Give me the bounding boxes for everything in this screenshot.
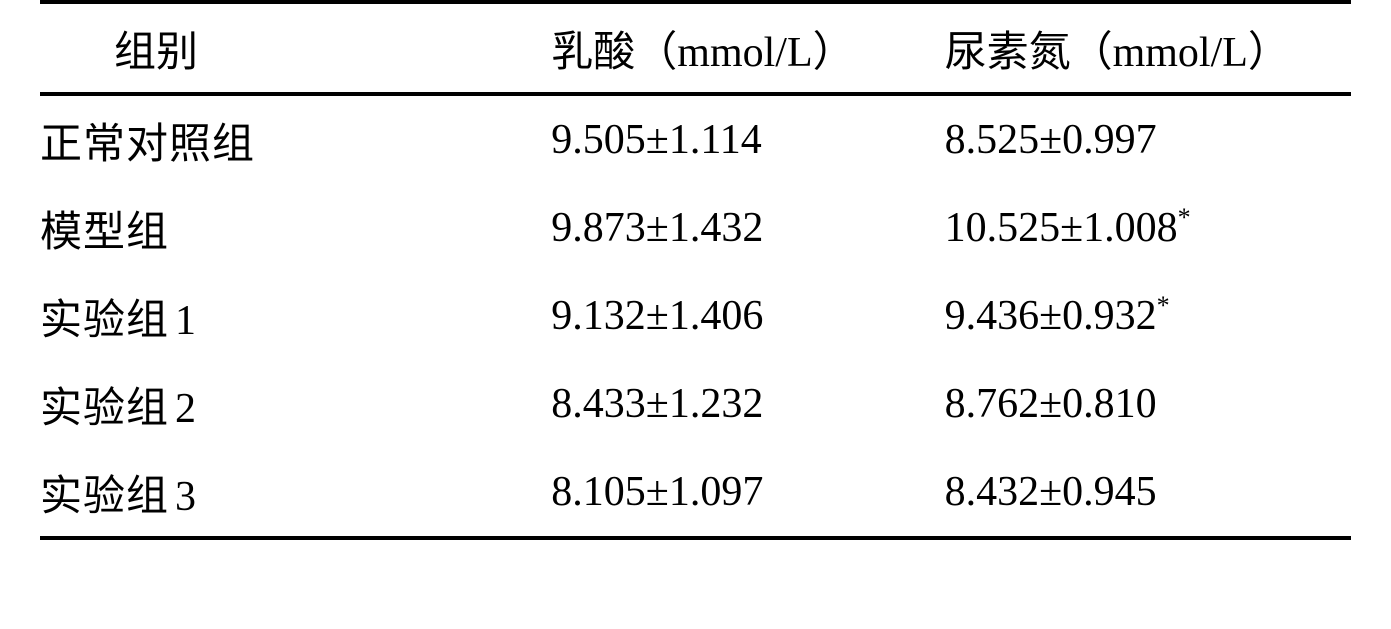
cell-lactic-acid: 9.505±1.114 [551, 94, 944, 184]
col-header-bun-unit: （mmol/L） [1071, 30, 1290, 76]
value-text: 8.105±1.097 [551, 469, 763, 515]
lactic-acid-value: 9.132±1.406 [551, 293, 763, 339]
lactic-acid-value: 8.433±1.232 [551, 381, 763, 427]
lactic-acid-value: 9.873±1.432 [551, 205, 763, 251]
cell-bun: 8.432±0.945 [945, 448, 1351, 538]
value-text: 9.873±1.432 [551, 205, 763, 251]
value-text: 8.762±0.810 [945, 381, 1157, 427]
cell-group: 模型组 [40, 184, 551, 272]
cell-lactic-acid: 8.433±1.232 [551, 360, 944, 448]
value-sup: * [1178, 203, 1191, 232]
table-row: 正常对照组 9.505±1.114 8.525±0.997 [40, 94, 1351, 184]
group-label-num: 1 [169, 298, 197, 344]
cell-bun: 9.436±0.932* [945, 272, 1351, 360]
table-body: 正常对照组 9.505±1.114 8.525±0.997 [40, 94, 1351, 538]
group-label: 实验组3 [40, 474, 197, 520]
table-row: 实验组3 8.105±1.097 8.432±0.945 [40, 448, 1351, 538]
group-label-num [255, 122, 261, 168]
group-label-text: 实验组 [40, 474, 169, 520]
value-text: 9.132±1.406 [551, 293, 763, 339]
cell-bun: 8.525±0.997 [945, 94, 1351, 184]
col-header-bun-label: 尿素氮 [945, 30, 1071, 76]
value-text: 8.525±0.997 [945, 117, 1157, 163]
table-header-row: 组别 乳酸（mmol/L） 尿素氮（mmol/L） [40, 2, 1351, 94]
bun-value: 10.525±1.008* [945, 205, 1191, 251]
table-header: 组别 乳酸（mmol/L） 尿素氮（mmol/L） [40, 2, 1351, 94]
col-header-group-label: 组别 [114, 30, 198, 76]
cell-lactic-acid: 8.105±1.097 [551, 448, 944, 538]
group-label-text: 模型组 [40, 210, 169, 256]
lactic-acid-value: 8.105±1.097 [551, 469, 763, 515]
value-text: 9.505±1.114 [551, 117, 762, 163]
group-label-num [169, 210, 175, 256]
group-label-num: 3 [169, 474, 197, 520]
bun-value: 8.525±0.997 [945, 117, 1157, 163]
table-row: 实验组1 9.132±1.406 9.436±0.932* [40, 272, 1351, 360]
col-header-lactic-acid-label: 乳酸 [551, 30, 635, 76]
bun-value: 8.432±0.945 [945, 469, 1157, 515]
bun-value: 8.762±0.810 [945, 381, 1157, 427]
col-header-lactic-acid: 乳酸（mmol/L） [551, 2, 944, 94]
data-table-container: 组别 乳酸（mmol/L） 尿素氮（mmol/L） 正常对照组 [0, 0, 1391, 540]
col-header-group: 组别 [40, 2, 551, 94]
lactic-acid-value: 9.505±1.114 [551, 117, 762, 163]
value-text: 8.433±1.232 [551, 381, 763, 427]
group-label-text: 实验组 [40, 298, 169, 344]
group-label: 模型组 [40, 210, 175, 256]
group-label-num: 2 [169, 386, 197, 432]
group-label: 实验组2 [40, 386, 197, 432]
value-text: 9.436±0.932 [945, 293, 1157, 339]
group-label-text: 实验组 [40, 386, 169, 432]
group-label-text: 正常对照组 [40, 122, 255, 168]
table-row: 模型组 9.873±1.432 10.525±1.008* [40, 184, 1351, 272]
cell-bun: 10.525±1.008* [945, 184, 1351, 272]
value-text: 10.525±1.008 [945, 205, 1178, 251]
bun-value: 9.436±0.932* [945, 293, 1170, 339]
cell-lactic-acid: 9.873±1.432 [551, 184, 944, 272]
value-sup: * [1157, 291, 1170, 320]
col-header-lactic-acid-unit: （mmol/L） [635, 30, 854, 76]
value-text: 8.432±0.945 [945, 469, 1157, 515]
cell-bun: 8.762±0.810 [945, 360, 1351, 448]
cell-lactic-acid: 9.132±1.406 [551, 272, 944, 360]
group-label: 实验组1 [40, 298, 197, 344]
data-table: 组别 乳酸（mmol/L） 尿素氮（mmol/L） 正常对照组 [40, 0, 1351, 540]
table-row: 实验组2 8.433±1.232 8.762±0.810 [40, 360, 1351, 448]
group-label: 正常对照组 [40, 122, 261, 168]
cell-group: 正常对照组 [40, 94, 551, 184]
cell-group: 实验组3 [40, 448, 551, 538]
cell-group: 实验组1 [40, 272, 551, 360]
cell-group: 实验组2 [40, 360, 551, 448]
col-header-bun: 尿素氮（mmol/L） [945, 2, 1351, 94]
